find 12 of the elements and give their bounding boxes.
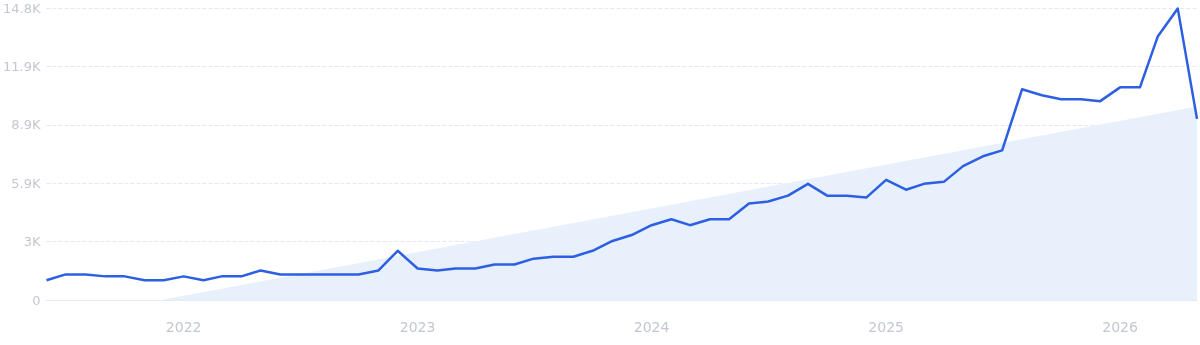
x-tick-label: 2026 xyxy=(1102,319,1138,335)
y-tick-label: 3K xyxy=(23,234,41,250)
y-tick-label: 11.9K xyxy=(2,58,41,74)
x-tick-label: 2025 xyxy=(868,319,904,335)
line-series xyxy=(45,7,1199,282)
x-tick-label: 2024 xyxy=(633,319,670,335)
y-tick-label: 8.9K xyxy=(11,117,41,133)
y-tick-label: 14.8K xyxy=(2,0,41,16)
y-tick-label: 0 xyxy=(32,292,41,308)
y-tick-label: 5.9K xyxy=(11,175,41,191)
x-tick-label: 2022 xyxy=(165,319,202,335)
x-tick-label: 2023 xyxy=(399,319,436,335)
